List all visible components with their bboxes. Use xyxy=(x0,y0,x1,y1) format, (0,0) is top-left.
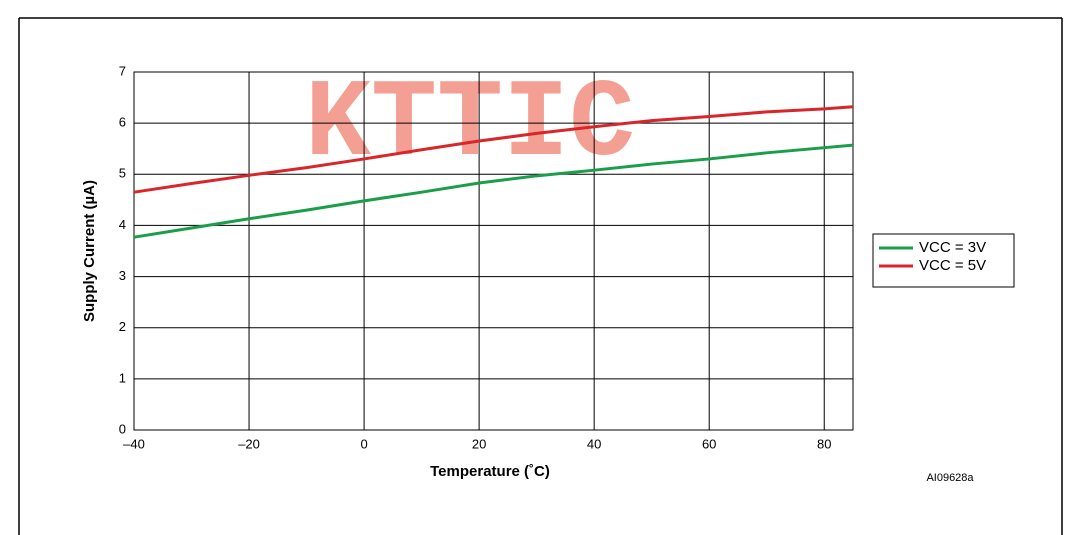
x-tick-label: 20 xyxy=(472,436,486,451)
x-tick-label: –40 xyxy=(123,436,145,451)
x-tick-label: 0 xyxy=(360,436,367,451)
y-tick-label: 2 xyxy=(119,319,126,334)
watermark: KTTIC xyxy=(305,63,635,188)
x-tick-label: 80 xyxy=(817,436,831,451)
plot-border xyxy=(133,71,854,431)
series-line xyxy=(133,143,854,239)
legend-label: VCC = 5V xyxy=(919,257,986,274)
legend-label: VCC = 3V xyxy=(919,239,986,256)
legend-box xyxy=(872,233,1015,288)
y-tick-label: 6 xyxy=(119,115,126,130)
y-tick-label: 3 xyxy=(119,268,126,283)
y-tick-label: 0 xyxy=(119,421,126,436)
figure-code: AI09628a xyxy=(926,472,974,484)
y-tick-label: 7 xyxy=(119,63,126,78)
y-tick-label: 4 xyxy=(119,217,126,232)
x-axis-label: Temperature (˚C) xyxy=(430,463,550,480)
y-tick-label: 1 xyxy=(119,370,126,385)
y-axis-label: Supply Current (µA) xyxy=(81,180,98,322)
x-tick-label: –20 xyxy=(238,436,260,451)
x-tick-label: 40 xyxy=(587,436,601,451)
y-tick-label: 5 xyxy=(119,166,126,181)
series-line xyxy=(133,105,854,194)
x-tick-label: 60 xyxy=(702,436,716,451)
